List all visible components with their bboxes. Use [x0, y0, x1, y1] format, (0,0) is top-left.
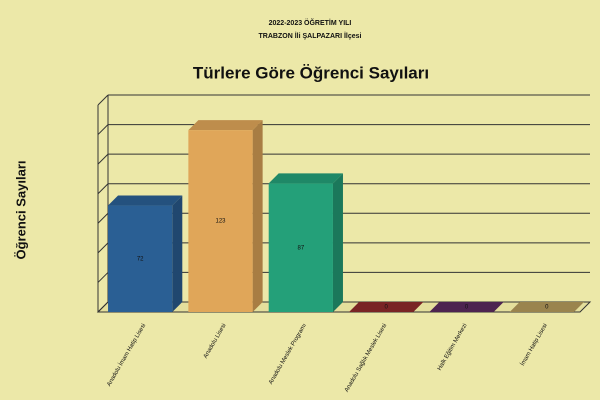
x-tick-label: Anadolu Lisesi — [203, 323, 228, 360]
bar — [268, 183, 333, 312]
bar-side — [172, 195, 183, 312]
x-tick-label: İmam Hatip Lisesi — [519, 322, 549, 367]
bar-top — [188, 120, 263, 131]
x-tick-label: Anadolu İmam Hatip Lisesi — [106, 322, 148, 387]
tick-mark — [97, 212, 109, 224]
x-tick-label: Halk Eğitim Merkezi — [437, 323, 469, 372]
supertitle: 2022-2023 ÖĞRETİM YILI — [269, 18, 352, 27]
value-label: 87 — [297, 245, 304, 251]
x-tick-label: Anadolu Sağlık Meslek Lisesi — [344, 323, 388, 394]
tick-mark — [97, 272, 109, 283]
value-label: 0 — [465, 305, 469, 311]
bar-top — [429, 302, 504, 312]
bar-side — [332, 173, 343, 312]
value-label: 72 — [137, 256, 144, 262]
value-label: 123 — [215, 219, 226, 225]
bar-top — [108, 195, 183, 206]
bar-top — [268, 173, 343, 184]
tick-mark — [97, 183, 109, 195]
value-label: 0 — [545, 305, 549, 311]
y-axis-label: Öğrenci Sayıları — [13, 161, 28, 260]
value-label: 0 — [384, 305, 388, 311]
bar — [108, 205, 173, 312]
bar-side — [252, 120, 263, 312]
tick-mark — [97, 153, 109, 165]
bar-top — [509, 302, 584, 312]
chart-title: Türlere Göre Öğrenci Sayıları — [193, 63, 429, 82]
bar — [188, 130, 253, 312]
tick-mark — [97, 124, 109, 135]
tick-mark — [97, 301, 109, 313]
x-tick-label: Anadolu Meslek Programı — [268, 323, 308, 386]
subtitle: TRABZON İli ŞALPAZARI İlçesi — [259, 32, 362, 40]
tick-mark — [97, 94, 109, 106]
tick-mark — [97, 242, 109, 254]
bar-top — [349, 302, 424, 312]
